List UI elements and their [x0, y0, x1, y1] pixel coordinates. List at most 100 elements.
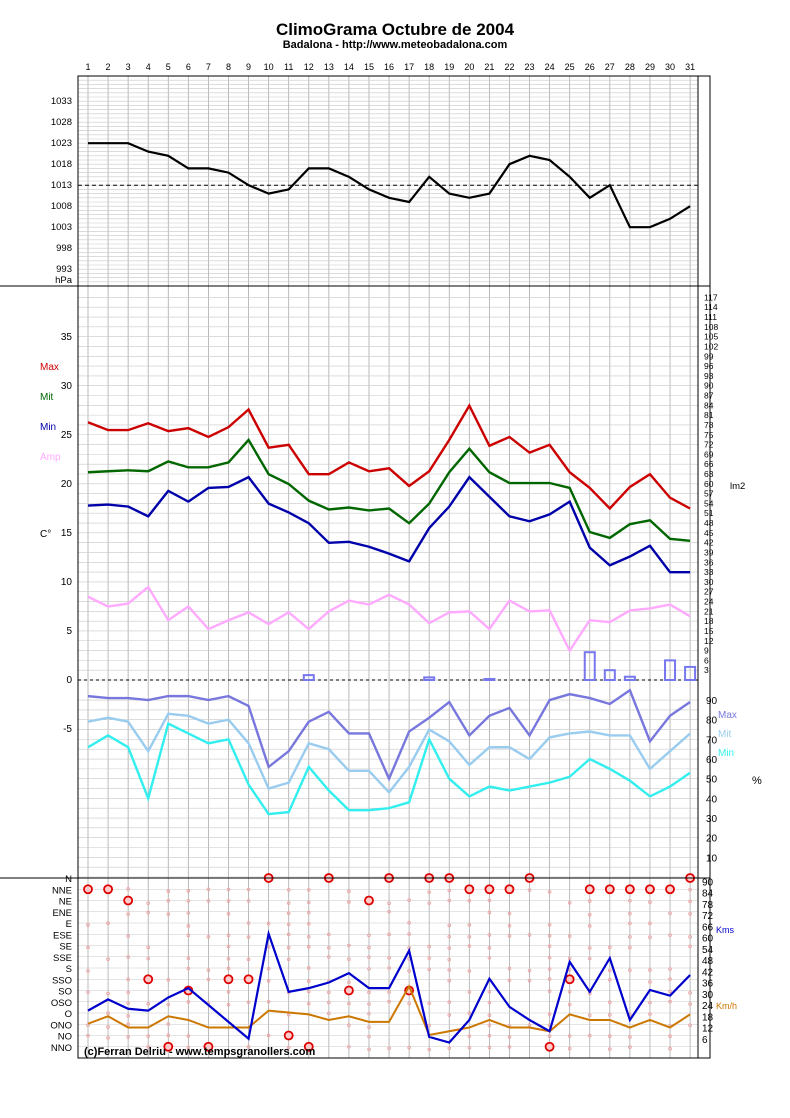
- rain-tick-label: 96: [704, 361, 714, 371]
- rain-tick-label: 54: [704, 498, 714, 508]
- wind-tick-label: 60: [702, 934, 714, 945]
- wind-freq-dot: [447, 1046, 452, 1050]
- wind-freq-dot: [688, 944, 692, 949]
- wind-freq-dot: [186, 1034, 191, 1038]
- wind-dominant-dir-marker: [163, 1041, 174, 1052]
- wind-freq-dot: [668, 1046, 672, 1051]
- wind-dominant-dir-marker: [123, 895, 134, 906]
- wind-freq-dot: [86, 923, 90, 927]
- wind-freq-dot: [507, 978, 512, 983]
- temp-legend-label: Mit: [40, 392, 54, 403]
- wind-tick-label: 42: [702, 967, 714, 978]
- wind-freq-dot: [467, 1034, 472, 1038]
- wind-freq-dot: [648, 935, 652, 939]
- wind-freq-dot: [628, 945, 632, 950]
- x-tick-label: 4: [146, 62, 151, 72]
- wind-freq-dot: [166, 1002, 171, 1007]
- wind-freq-dot: [186, 924, 191, 928]
- wind-dir-label: OSO: [51, 998, 72, 1009]
- wind-freq-dot: [266, 966, 271, 971]
- wind-freq-dot: [427, 967, 431, 972]
- wind-dominant-dir-marker: [464, 884, 475, 895]
- rain-bar: [684, 665, 697, 681]
- wind-dir-label: SO: [58, 987, 72, 998]
- hum-tick-label: 10: [706, 853, 718, 864]
- rain-tick-label: 12: [704, 636, 714, 646]
- x-tick-label: 25: [565, 62, 575, 72]
- wind-freq-dot: [447, 898, 452, 903]
- wind-freq-dot: [166, 889, 171, 893]
- wind-freq-dot: [387, 932, 391, 937]
- wind-freq-dot: [447, 888, 452, 893]
- wind-freq-dot: [246, 899, 251, 903]
- temp-tick-label: 30: [61, 381, 73, 392]
- rain-tick-label: 66: [704, 459, 714, 469]
- wind-freq-dot: [608, 1013, 612, 1017]
- wind-dir-label: NNE: [52, 885, 72, 896]
- wind-freq-dot: [246, 921, 251, 925]
- rain-bar: [583, 651, 596, 682]
- wind-freq-dot: [668, 911, 672, 916]
- wind-tick-label: 12: [702, 1024, 714, 1035]
- wind-freq-dot: [487, 1033, 492, 1038]
- x-tick-label: 21: [484, 62, 494, 72]
- x-tick-label: 12: [304, 62, 314, 72]
- rain-tick-label: 81: [704, 410, 714, 420]
- wind-secondary-unit-label: Km/h: [716, 1001, 737, 1011]
- wind-freq-dot: [427, 1047, 431, 1052]
- wind-freq-dot: [487, 933, 492, 937]
- pressure-tick-label: 1013: [51, 180, 72, 191]
- hum-tick-label: 50: [706, 775, 718, 786]
- wind-freq-dot: [206, 899, 211, 903]
- wind-tick-label: 66: [702, 922, 714, 933]
- hum-tick-label: 80: [706, 716, 718, 727]
- wind-freq-dot: [407, 1001, 411, 1006]
- rain-tick-label: 72: [704, 440, 714, 450]
- wind-freq-dot: [226, 966, 231, 971]
- x-tick-label: 14: [344, 62, 354, 72]
- hum-tick-label: 90: [706, 696, 718, 707]
- wind-freq-dot: [447, 957, 452, 962]
- wind-freq-dot: [648, 968, 652, 972]
- wind-freq-dot: [166, 898, 171, 903]
- wind-freq-dot: [487, 946, 492, 950]
- wind-tick-label: 18: [702, 1012, 714, 1023]
- rain-tick-label: 36: [704, 557, 714, 567]
- wind-freq-dot: [547, 989, 552, 993]
- wind-freq-dot: [407, 920, 411, 925]
- wind-dominant-dir-marker: [243, 974, 254, 985]
- wind-freq-dot: [407, 969, 411, 973]
- hum-tick-label: 70: [706, 735, 718, 746]
- wind-freq-dot: [347, 1023, 351, 1027]
- wind-freq-dot: [286, 911, 291, 915]
- wind-freq-dot: [668, 1034, 672, 1038]
- wind-freq-dot: [286, 932, 291, 937]
- wind-freq-dot: [266, 1033, 271, 1038]
- wind-freq-dot: [628, 898, 632, 903]
- rain-tick-label: 51: [704, 508, 714, 518]
- wind-freq-dot: [327, 1011, 331, 1016]
- x-tick-label: 13: [324, 62, 334, 72]
- wind-freq-dot: [327, 932, 331, 937]
- wind-freq-dot: [688, 935, 692, 939]
- wind-freq-dot: [126, 1022, 130, 1027]
- wind-freq-dot: [387, 990, 391, 994]
- wind-dominant-dir-marker: [283, 1030, 294, 1041]
- wind-freq-dot: [347, 1045, 351, 1049]
- wind-freq-dot: [367, 945, 371, 950]
- wind-freq-dot: [306, 934, 311, 939]
- wind-freq-dot: [306, 888, 311, 892]
- rain-bar: [623, 675, 636, 681]
- wind-freq-dot: [467, 1011, 472, 1015]
- rain-bar: [423, 676, 436, 681]
- pressure-tick-label: 993: [56, 264, 72, 275]
- x-tick-label: 6: [186, 62, 191, 72]
- wind-freq-dot: [306, 900, 311, 905]
- wind-freq-dot: [427, 1023, 431, 1028]
- wind-freq-dot: [527, 978, 532, 983]
- rain-tick-label: 45: [704, 528, 714, 538]
- wind-gust-line: [87, 983, 691, 1037]
- wind-freq-dot: [166, 1022, 171, 1026]
- wind-freq-dot: [487, 956, 492, 960]
- wind-dominant-dir-marker: [484, 884, 495, 895]
